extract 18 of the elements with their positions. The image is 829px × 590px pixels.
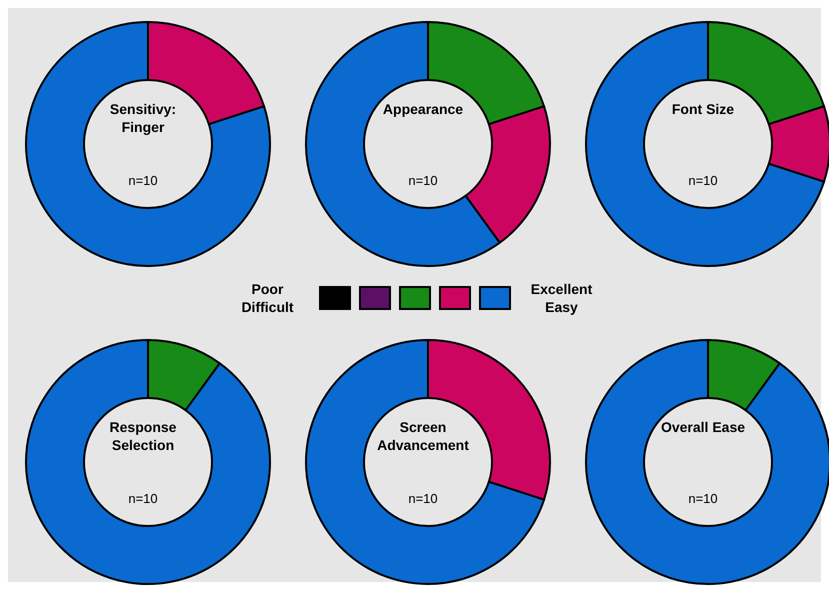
donut-slice: [25, 339, 271, 585]
donut-slice: [585, 339, 829, 585]
text: Appearance: [382, 101, 464, 117]
text: n=10: [127, 173, 159, 188]
legend-label: Excellent Easy: [530, 280, 594, 316]
text: Response Selection: [110, 419, 176, 453]
donut-slice: [25, 21, 271, 267]
text: Screen Advancement: [377, 419, 469, 453]
text: Sensitivy: Finger: [110, 101, 176, 135]
text: n=10: [127, 491, 159, 506]
donut-slice: [585, 21, 826, 267]
text: Overall Ease: [660, 419, 746, 435]
category-label: Poor Difficult: [241, 281, 294, 315]
text: n=10: [687, 173, 719, 188]
text: n=10: [407, 173, 439, 188]
text: Font Size: [672, 101, 734, 117]
text: n=10: [407, 491, 439, 506]
text: n=10: [687, 491, 719, 506]
